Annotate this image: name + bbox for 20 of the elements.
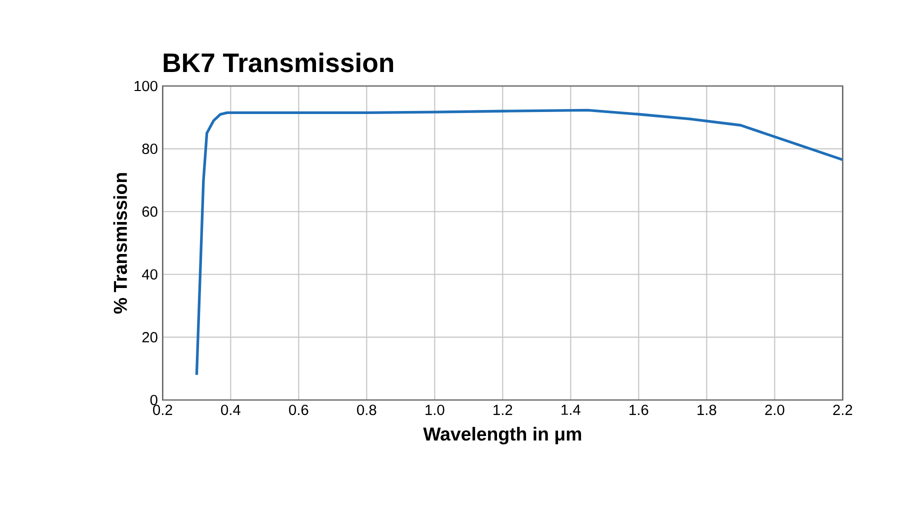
x-tick-label: 0.6 bbox=[289, 404, 308, 416]
y-tick-label: 40 bbox=[142, 269, 158, 280]
y-tick-label: 60 bbox=[142, 206, 158, 217]
x-tick-label: 1.2 bbox=[494, 404, 512, 415]
x-tick-label: 1.0 bbox=[426, 404, 444, 416]
x-tick-label: 0.8 bbox=[357, 404, 376, 416]
chart-title: BK7 Transmission bbox=[164, 52, 394, 72]
x-tick-label: 2.0 bbox=[765, 404, 784, 416]
x-tick-label: 2.2 bbox=[833, 404, 852, 415]
x-tick-label: 1.8 bbox=[698, 404, 716, 416]
y-tick-label: 20 bbox=[142, 332, 158, 342]
x-tick-label: 1.6 bbox=[630, 404, 648, 416]
y-tick-label: 80 bbox=[142, 144, 158, 154]
x-tick-label: 1.4 bbox=[562, 404, 580, 415]
y-tick-label: 0 bbox=[150, 394, 158, 406]
y-tick-label: 100 bbox=[134, 80, 158, 92]
x-tick-label: 0.2 bbox=[153, 404, 172, 416]
x-axis-title: Wavelength in μm bbox=[423, 426, 582, 444]
y-axis-title: % Transmission bbox=[113, 173, 128, 314]
x-tick-label: 0.4 bbox=[221, 404, 240, 416]
